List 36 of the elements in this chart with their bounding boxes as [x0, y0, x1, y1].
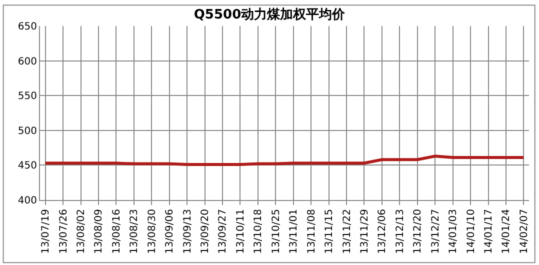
x-tick-label: 13/12/13	[394, 209, 406, 254]
x-tick-label: 13/12/20	[412, 209, 424, 254]
x-tick-label: 13/08/16	[111, 209, 122, 254]
x-tick-label: 13/08/23	[129, 209, 140, 254]
x-tick-label: 13/09/20	[200, 209, 212, 254]
x-tick-label: 13/11/15	[324, 209, 336, 254]
x-tick-label: 13/12/27	[430, 209, 442, 254]
y-tick-label: 450	[18, 160, 37, 172]
y-tick-label: 500	[18, 126, 37, 137]
x-tick-label: 13/09/13	[182, 209, 194, 254]
x-tick-label: 13/10/11	[235, 209, 246, 254]
y-tick-label: 550	[18, 91, 37, 102]
x-tick-label: 13/10/18	[253, 209, 264, 254]
x-tick-label: 13/08/02	[76, 209, 87, 254]
chart-title: Q5500动力煤加权平均价	[194, 7, 346, 22]
x-tick-label: 13/12/06	[377, 209, 388, 254]
x-tick-label: 13/11/08	[306, 209, 318, 254]
x-tick-label: 13/11/22	[342, 209, 353, 254]
x-tick-label: 13/08/09	[94, 209, 105, 254]
x-tick-label: 13/11/29	[359, 209, 370, 254]
x-tick-label: 13/08/30	[146, 209, 158, 254]
x-tick-label: 14/02/07	[518, 209, 530, 254]
x-tick-label: 13/07/19	[40, 209, 52, 254]
x-tick-label: 13/09/27	[218, 209, 229, 254]
x-tick-label: 14/01/17	[484, 209, 494, 254]
x-tick-label: 14/01/10	[466, 209, 477, 254]
y-tick-label: 400	[18, 196, 37, 206]
y-tick-label: 600	[18, 56, 37, 68]
x-tick-label: 13/10/25	[270, 209, 282, 254]
x-tick-label: 13/11/01	[288, 209, 300, 254]
x-tick-label: 13/09/06	[164, 209, 176, 254]
line-series	[44, 154, 526, 166]
x-tick-label: 13/07/26	[58, 209, 70, 254]
x-tick-label: 14/01/03	[448, 209, 460, 254]
x-tick-label: 14/01/24	[501, 209, 512, 254]
y-tick-label: 650	[18, 22, 37, 32]
